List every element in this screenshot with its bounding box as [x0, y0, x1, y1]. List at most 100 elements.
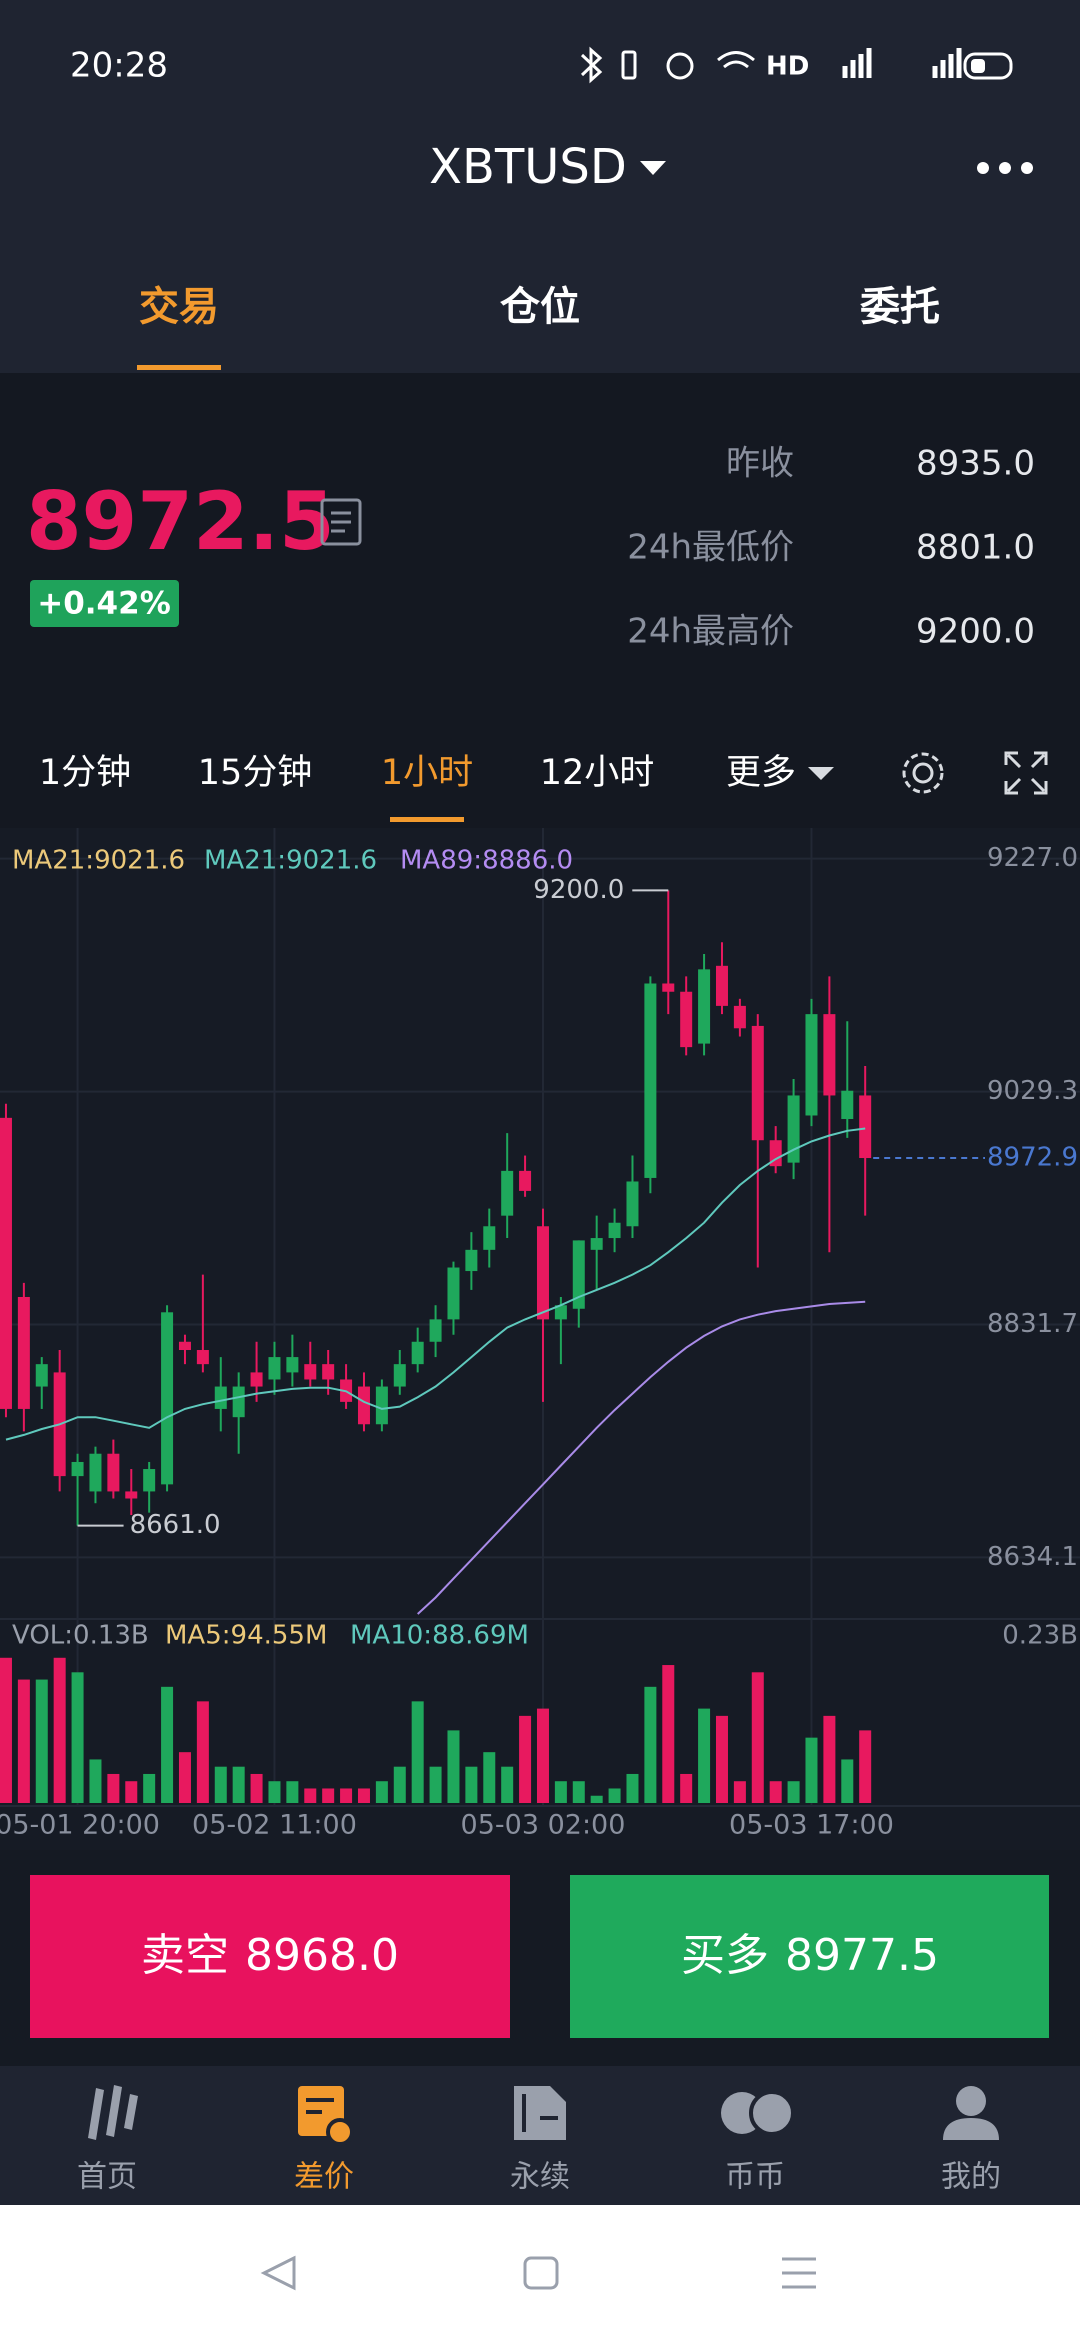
- volume-bar: [590, 1795, 603, 1803]
- candle-body: [107, 1453, 120, 1492]
- candle-body: [304, 1364, 317, 1380]
- stat-value: 8935.0: [916, 444, 1035, 484]
- candle-body: [859, 1095, 872, 1159]
- nav-icon-perpetual[interactable]: [514, 2086, 566, 2140]
- nav-label[interactable]: 首页: [77, 2160, 137, 2195]
- symbol-dropdown-icon[interactable]: [640, 161, 666, 175]
- chart-bg: [0, 828, 1080, 1850]
- stat-label: 24h最高价: [627, 612, 794, 652]
- candle-body: [662, 983, 675, 992]
- nav-icon-home[interactable]: [88, 2085, 138, 2140]
- tab[interactable]: 委托: [860, 284, 940, 330]
- buy-button-label[interactable]: 买多 8977.5: [681, 1930, 939, 1981]
- candle-body: [590, 1238, 603, 1250]
- candle-body: [196, 1350, 209, 1365]
- volume-bar: [357, 1788, 370, 1803]
- volume-bar: [304, 1788, 317, 1803]
- interval-option[interactable]: 1分钟: [39, 753, 131, 793]
- x-tick-label: 05-02 11:00: [192, 1810, 357, 1841]
- sell-price[interactable]: 8968.0: [245, 1930, 399, 1981]
- volume-bar: [250, 1773, 263, 1803]
- indicator-label: MA89:8886.0: [400, 846, 573, 876]
- header-bg: [0, 0, 1080, 373]
- fullscreen-button[interactable]: [1004, 751, 1048, 795]
- detail-icon[interactable]: [320, 498, 362, 546]
- candle-body: [769, 1140, 782, 1167]
- change-percent: +0.42%: [37, 586, 171, 622]
- sell-button[interactable]: [30, 1875, 510, 2038]
- buy-button[interactable]: [570, 1875, 1049, 2038]
- candle-body: [17, 1296, 30, 1409]
- candle-body: [161, 1312, 174, 1485]
- system-home[interactable]: [523, 2256, 559, 2290]
- last-price-label: 8972.9: [987, 1143, 1078, 1173]
- nav-icon-coin[interactable]: [721, 2090, 795, 2136]
- nav-label[interactable]: 我的: [941, 2160, 1001, 2195]
- volume-bar: [823, 1715, 836, 1803]
- volume-bar: [572, 1781, 585, 1803]
- volume-legend: VOL:0.13B: [12, 1621, 149, 1651]
- volume-bar: [178, 1752, 191, 1803]
- more-button[interactable]: [977, 162, 1033, 174]
- interval-option[interactable]: 15分钟: [198, 753, 313, 793]
- nav-icon-me[interactable]: [943, 2086, 999, 2140]
- volume-bar: [143, 1773, 156, 1803]
- more-dropdown-icon[interactable]: [808, 767, 834, 780]
- interval-indicator: [390, 817, 464, 822]
- system-back[interactable]: [260, 2255, 296, 2291]
- candle-body: [608, 1222, 621, 1239]
- annotation-label: 8661.0: [130, 1510, 221, 1540]
- buy-label[interactable]: 买多: [681, 1930, 769, 1981]
- buy-price[interactable]: 8977.5: [785, 1930, 939, 1981]
- volume-bar: [125, 1781, 138, 1803]
- volume-bar: [715, 1715, 728, 1803]
- sell-label[interactable]: 卖空: [141, 1930, 229, 1981]
- interval-option[interactable]: 1小时: [381, 753, 473, 793]
- ticker-bg: [0, 373, 1080, 828]
- volume-bar: [268, 1781, 281, 1803]
- interval-option[interactable]: 12小时: [540, 753, 655, 793]
- tab[interactable]: 仓位: [500, 284, 580, 330]
- volume-bar: [429, 1766, 442, 1803]
- volume-bar: [53, 1657, 66, 1803]
- candle-body: [125, 1491, 138, 1499]
- system-menu[interactable]: [782, 2257, 816, 2289]
- candle-body: [465, 1249, 478, 1272]
- last-price: 8972.5: [26, 475, 335, 568]
- tab[interactable]: 交易: [139, 284, 219, 330]
- volume-bar: [841, 1759, 854, 1803]
- candle-body: [411, 1341, 424, 1365]
- volume-bar: [465, 1766, 478, 1803]
- header-title[interactable]: XBTUSD: [429, 139, 627, 195]
- volume-legend: MA5:94.55M: [165, 1621, 327, 1651]
- volume-bar: [680, 1773, 693, 1803]
- change-badge: [30, 580, 179, 627]
- volume-bar: [519, 1715, 532, 1803]
- interval-option[interactable]: 更多: [726, 753, 796, 793]
- y-tick-label: 9227.0: [987, 843, 1078, 873]
- candle-body: [447, 1267, 460, 1320]
- stats: 昨收 8935.0 24h最低价 8801.0 24h最高价 9200.0: [627, 444, 1035, 652]
- volume-bar: [644, 1686, 657, 1803]
- x-tick-label: 05-01 20:00: [0, 1810, 160, 1841]
- volume-bar: [751, 1672, 764, 1803]
- tabs: 交易 仓位 委托: [137, 284, 940, 370]
- settings-button[interactable]: [902, 752, 944, 794]
- stat-label: 24h最低价: [627, 528, 794, 568]
- candle-body: [536, 1226, 549, 1320]
- volume-bar: [375, 1781, 388, 1803]
- nav-label[interactable]: 币币: [725, 2160, 785, 2195]
- candle-body: [35, 1364, 48, 1387]
- nav-label[interactable]: 差价: [294, 2160, 354, 2195]
- volume-bar: [787, 1781, 800, 1803]
- svg-text:HD: HD: [766, 52, 809, 82]
- candle-body: [787, 1095, 800, 1163]
- y-tick-label: 9029.3: [987, 1076, 1078, 1106]
- volume-bar: [483, 1752, 496, 1803]
- candle-body: [286, 1357, 299, 1373]
- ma-line: [5, 1127, 866, 1441]
- nav-label[interactable]: 永续: [510, 2160, 570, 2195]
- candle-body: [805, 1014, 818, 1116]
- sell-button-label[interactable]: 卖空 8968.0: [141, 1930, 399, 1981]
- nav-icon-spread[interactable]: [298, 2086, 354, 2146]
